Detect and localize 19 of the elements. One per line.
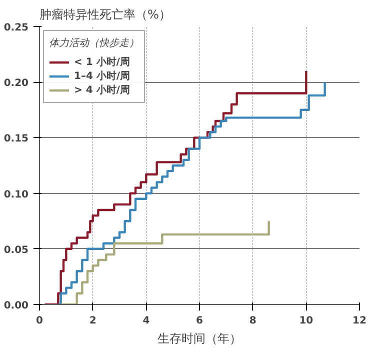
x-tick-label: 0: [36, 316, 44, 326]
x-axis-title: 生存时间（年）: [158, 332, 242, 346]
legend-title: 体力活动（快步走）: [49, 36, 139, 50]
y-tick-label: 0.15: [4, 134, 29, 145]
legend-label: > 4 小时/周: [74, 84, 130, 97]
legend-label: < 1 小时/周: [74, 56, 130, 69]
y-axis-title: 肿瘤特异性死亡率（%）: [40, 8, 171, 22]
x-tick-label: 4: [142, 316, 150, 326]
y-tick-label: 0.10: [4, 189, 29, 200]
y-tick-label: 0.25: [4, 22, 29, 34]
legend-label: 1–4 小时/周: [74, 70, 130, 83]
y-tick-label: 0.20: [4, 78, 29, 90]
y-tick-label: 0.05: [4, 244, 29, 256]
x-tick-label: 12: [352, 316, 366, 326]
x-tick-label: 6: [196, 316, 204, 326]
x-tick-label: 2: [89, 316, 96, 326]
x-tick-label: 8: [249, 316, 256, 326]
y-tick-label: 0.00: [4, 300, 29, 312]
x-tick-label: 10: [299, 316, 314, 326]
